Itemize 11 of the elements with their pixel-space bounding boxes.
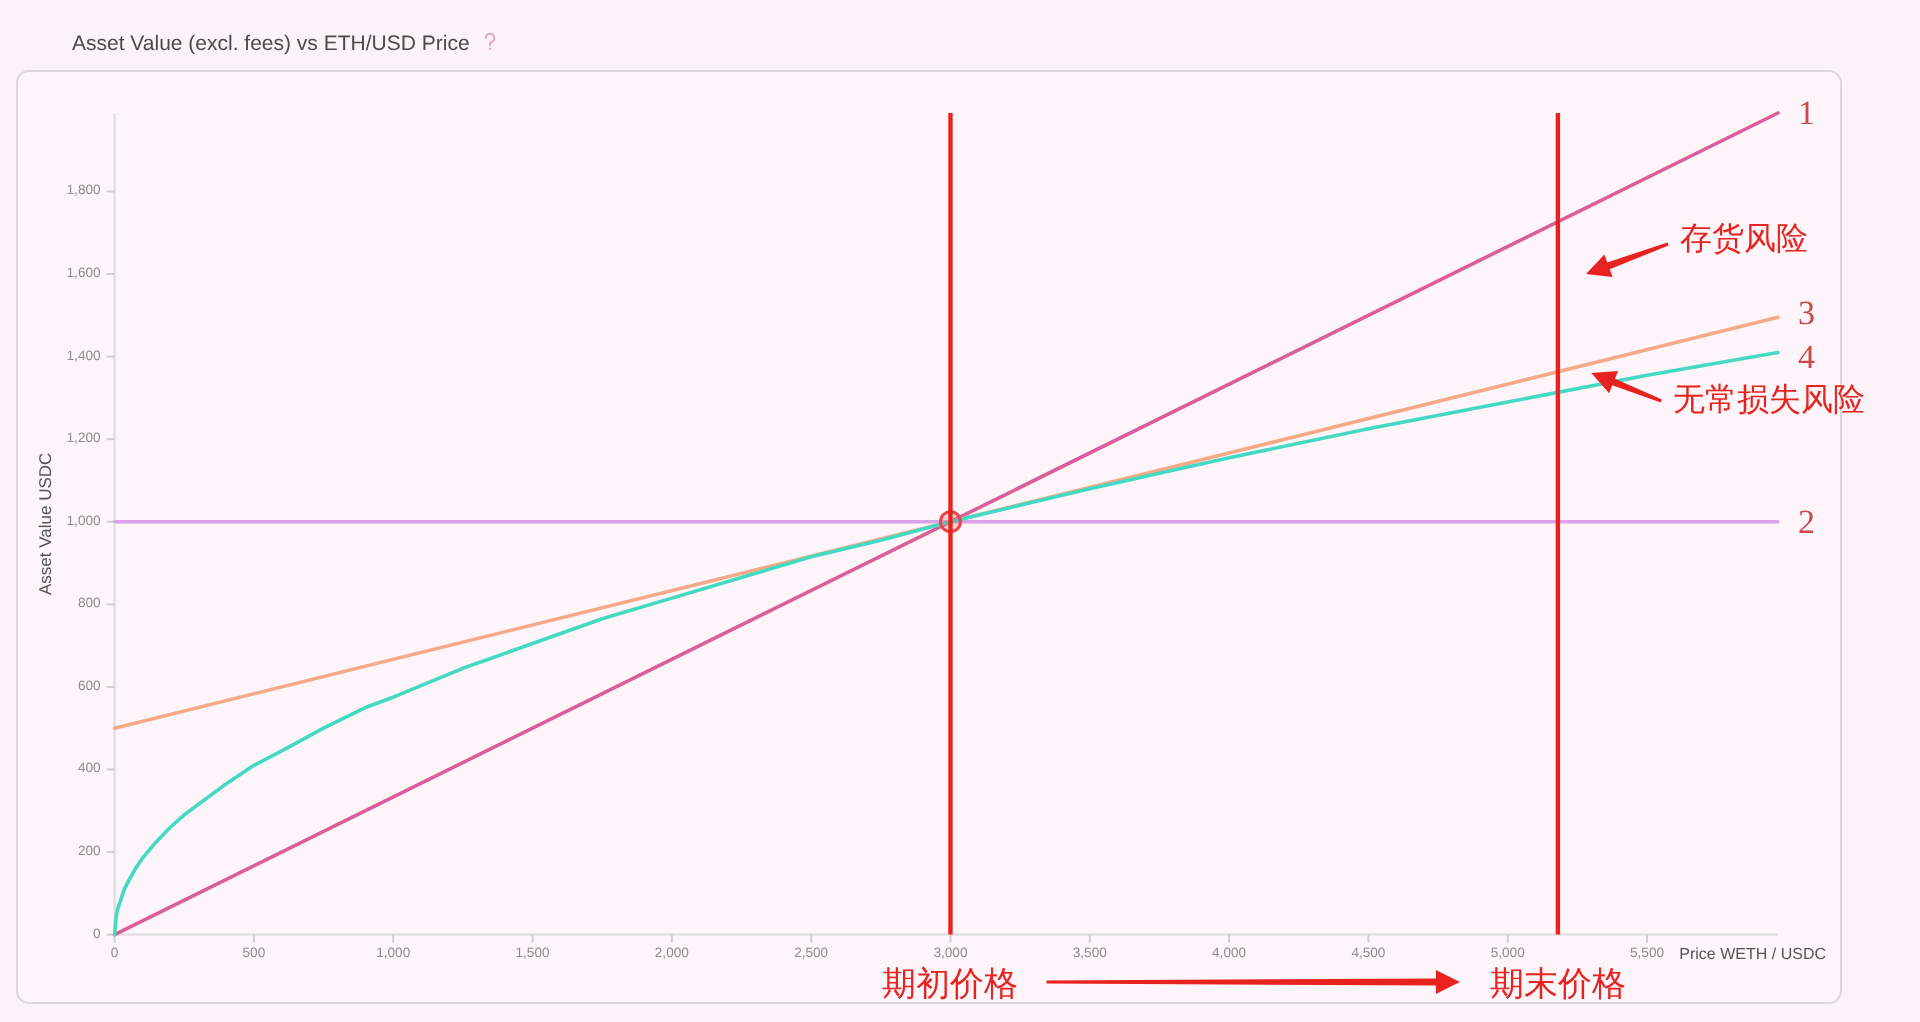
- ref-line-label: 期初价格: [882, 965, 1019, 1003]
- y-axis-title: Asset Value USDC: [35, 452, 55, 595]
- chart-title: Asset Value (excl. fees) vs ETH/USD Price: [72, 32, 470, 56]
- annotation: 无常损失风险: [1673, 382, 1866, 419]
- series-label: 1: [1798, 94, 1815, 132]
- series-label: 4: [1798, 337, 1816, 376]
- x-axis-title: Price WETH / USDC: [1679, 944, 1827, 963]
- ref-line-label: 期末价格: [1489, 965, 1626, 1003]
- series-label: 3: [1798, 293, 1815, 332]
- annotation: 存货风险: [1680, 221, 1808, 257]
- series-label: 2: [1798, 502, 1815, 541]
